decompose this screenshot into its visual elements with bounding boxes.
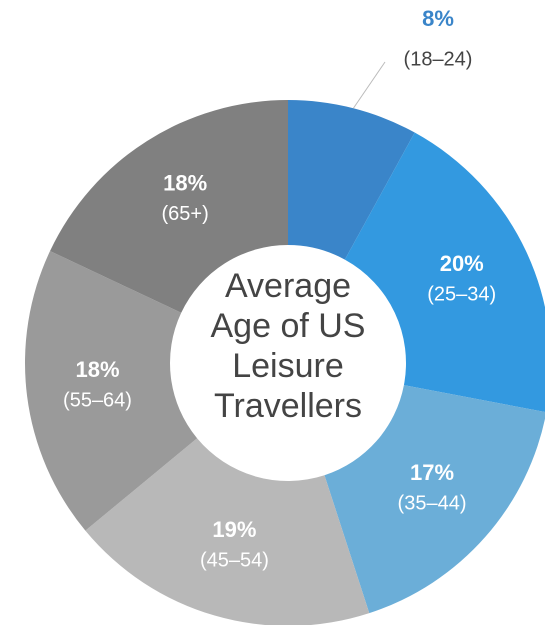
value-label: 18% bbox=[163, 171, 207, 196]
value-label: 8% bbox=[422, 6, 454, 31]
slice bbox=[85, 438, 370, 625]
category-label: (18–24) bbox=[404, 48, 473, 70]
chart-title: Average Age of US Leisure Travellers bbox=[210, 267, 366, 425]
category-label: (65+) bbox=[161, 203, 208, 225]
slice bbox=[50, 100, 288, 313]
category-label: (25–34) bbox=[427, 284, 496, 306]
category-label: (55–64) bbox=[63, 389, 132, 411]
value-label: 18% bbox=[75, 357, 119, 382]
value-label: 20% bbox=[440, 251, 484, 276]
slice bbox=[25, 251, 198, 531]
slice bbox=[324, 385, 545, 614]
value-label: 19% bbox=[212, 517, 256, 542]
slice bbox=[288, 100, 415, 260]
slice bbox=[344, 132, 545, 413]
category-label: (45–54) bbox=[200, 550, 269, 572]
value-label: 17% bbox=[410, 460, 454, 485]
category-label: (35–44) bbox=[398, 492, 467, 514]
leader-line bbox=[352, 61, 386, 109]
